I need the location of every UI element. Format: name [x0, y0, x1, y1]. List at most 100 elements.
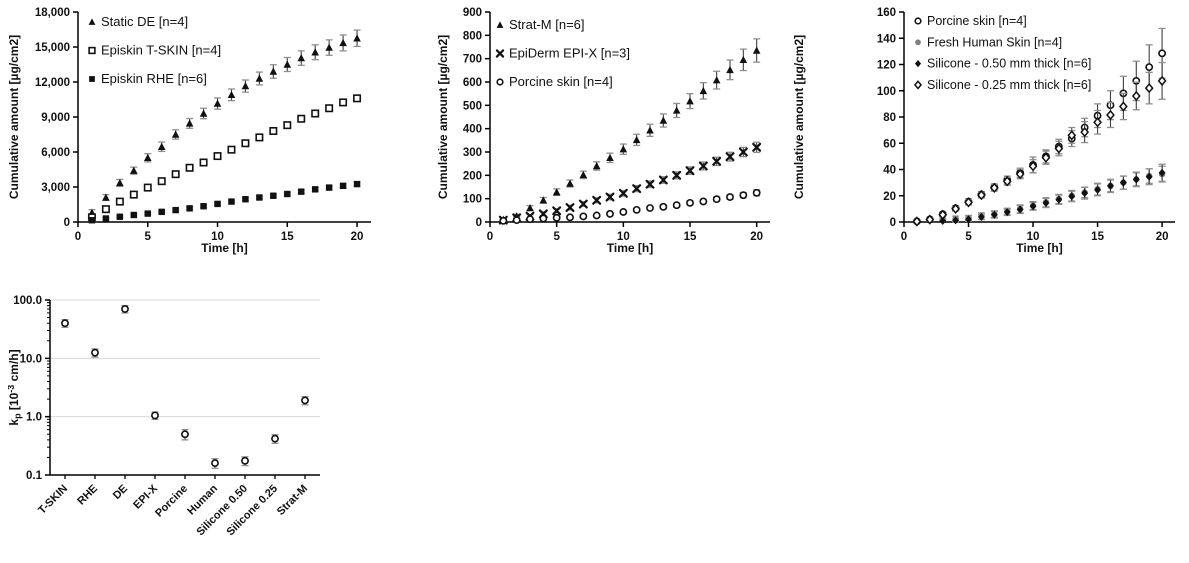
svg-text:60: 60	[883, 138, 896, 150]
svg-text:Porcine: Porcine	[153, 483, 190, 520]
svg-text:100: 100	[877, 86, 896, 98]
x-axis-ticks: 0 5 10 15 20	[487, 222, 763, 243]
y-axis-ticks: 0 3,000 6,000 9,000 12,000 15,000 18,000	[35, 7, 78, 229]
y-axis-ticks: 0 20 40 60 80 100 120 140 160	[877, 7, 904, 229]
svg-text:Time [h]: Time [h]	[201, 241, 247, 255]
svg-text:10.0: 10.0	[20, 353, 42, 365]
svg-text:500: 500	[463, 100, 482, 112]
svg-text:300: 300	[463, 147, 482, 159]
svg-text:0: 0	[890, 217, 896, 229]
svg-text:40: 40	[883, 165, 896, 177]
svg-text:80: 80	[883, 112, 896, 124]
chart-cumulative-stratm: 0 100 200 300 400 500 600 700 800 900 0 5 10 15 20 Time…	[392, 0, 784, 263]
svg-text:9,000: 9,000	[41, 112, 70, 124]
svg-text:10: 10	[1027, 231, 1040, 243]
svg-text:700: 700	[463, 54, 482, 66]
svg-text:100: 100	[463, 194, 482, 206]
svg-text:200: 200	[463, 170, 482, 182]
y-axis-title: Cumulative amount [µg/cm2]	[436, 35, 450, 199]
svg-text:140: 140	[877, 33, 896, 45]
y-axis-title: Cumulative amount [µg/cm2]	[7, 35, 21, 199]
series-kp	[61, 305, 309, 470]
svg-text:1.0: 1.0	[26, 412, 42, 424]
axes	[49, 300, 320, 476]
svg-text:10: 10	[211, 231, 224, 243]
y-axis-ticks: 0.1 1.0 10.0 100.0	[13, 295, 50, 482]
svg-text:Episkin RHE [n=6]: Episkin RHE [n=6]	[101, 71, 207, 86]
chart-cumulative-silicone: 0 20 40 60 80 100 120 140 160 0 5 10 15 20 Time [h] Cum…	[790, 0, 1189, 263]
svg-text:Strat-M [n=6]: Strat-M [n=6]	[509, 17, 585, 32]
svg-text:Silicone - 0.50 mm thick [n=6]: Silicone - 0.50 mm thick [n=6]	[927, 57, 1091, 71]
svg-text:120: 120	[877, 60, 896, 72]
svg-text:900: 900	[463, 7, 482, 19]
chart-svg-cumulative-silicone: 0 20 40 60 80 100 120 140 160 0 5 10 15 20 Time [h] Cum…	[792, 7, 1175, 255]
chart-svg-cumulative-stratm: 0 100 200 300 400 500 600 700 800 900 0 5 10 15 20 Time…	[436, 7, 770, 255]
svg-text:5: 5	[965, 231, 972, 243]
series-strat-m-[n=6]	[499, 38, 761, 223]
svg-text:EpiDerm EPI-X [n=3]: EpiDerm EPI-X [n=3]	[509, 46, 630, 61]
svg-text:15,000: 15,000	[35, 42, 70, 54]
svg-text:Time [h]: Time [h]	[607, 241, 653, 255]
svg-text:Fresh Human Skin [n=4]: Fresh Human Skin [n=4]	[927, 35, 1062, 49]
svg-text:Strat-M: Strat-M	[275, 483, 310, 518]
svg-text:15: 15	[684, 231, 697, 243]
series-epiderm-epi-x-[n=3]	[498, 141, 762, 225]
svg-text:0: 0	[487, 231, 493, 243]
svg-text:20: 20	[883, 191, 896, 203]
series-porcine-skin-[n=4]	[499, 188, 761, 225]
axes	[489, 12, 770, 223]
svg-text:DE: DE	[111, 483, 130, 502]
svg-text:6,000: 6,000	[41, 147, 70, 159]
series-static-de-[n=4]	[88, 29, 361, 217]
svg-text:600: 600	[463, 77, 482, 89]
svg-text:15: 15	[281, 231, 294, 243]
series-fresh-human-skin-[n=4]	[913, 165, 1166, 225]
svg-text:RHE: RHE	[75, 483, 100, 508]
x-axis-ticks: 0 5 10 15 20	[901, 222, 1169, 243]
gridlines	[50, 299, 320, 418]
legend: Static DE [n=4] Episkin T-SKIN [n=4] Episk…	[88, 14, 221, 86]
svg-text:15: 15	[1091, 231, 1104, 243]
series-episkin-rhe-[n=6]	[88, 180, 361, 224]
chart-kp-log: 0.1 1.0 10.0 100.0 T-SKIN RHE DE EPI-X Porcine Hu…	[6, 282, 340, 563]
svg-text:Static DE [n=4]: Static DE [n=4]	[101, 14, 188, 29]
svg-text:160: 160	[877, 7, 896, 19]
svg-text:Episkin T-SKIN [n=4]: Episkin T-SKIN [n=4]	[101, 43, 221, 58]
svg-text:0: 0	[64, 217, 70, 229]
svg-text:T-SKIN: T-SKIN	[36, 483, 70, 517]
svg-text:10: 10	[617, 231, 630, 243]
svg-text:20: 20	[351, 231, 364, 243]
svg-text:Porcine skin [n=4]: Porcine skin [n=4]	[509, 74, 613, 89]
svg-text:0.1: 0.1	[26, 470, 43, 482]
svg-text:0: 0	[75, 231, 81, 243]
y-axis-title: kp [10-3 cm/h]	[8, 349, 23, 425]
x-axis-ticks: 0 5 10 15 20	[75, 222, 364, 243]
series-silicone---0.50-mm-thick-[n=6]	[913, 163, 1166, 226]
y-axis-title: Cumulative amount [µg/cm2]	[792, 35, 806, 199]
svg-text:0: 0	[476, 217, 482, 229]
svg-text:Silicone - 0.25 mm thick [n=6]: Silicone - 0.25 mm thick [n=6]	[927, 78, 1091, 92]
series-silicone---0.25-mm-thick-[n=6]	[912, 61, 1167, 227]
chart-cumulative-episkin: 0 3,000 6,000 9,000 12,000 15,000 18,000 0 5 10 15…	[0, 0, 385, 263]
svg-text:5: 5	[553, 231, 560, 243]
svg-text:Porcine skin [n=4]: Porcine skin [n=4]	[927, 14, 1027, 28]
svg-text:800: 800	[463, 30, 482, 42]
y-axis-ticks: 0 100 200 300 400 500 600 700 800 900	[463, 7, 490, 229]
svg-text:20: 20	[750, 231, 763, 243]
svg-text:100.0: 100.0	[13, 295, 42, 307]
legend: Porcine skin [n=4] Fresh Human Skin [n=4]…	[913, 14, 1091, 92]
svg-text:400: 400	[463, 124, 482, 136]
svg-text:Time [h]: Time [h]	[1016, 241, 1062, 255]
svg-text:20: 20	[1156, 231, 1169, 243]
svg-text:18,000: 18,000	[35, 7, 70, 19]
svg-text:0: 0	[901, 231, 907, 243]
legend: Strat-M [n=6] EpiDerm EPI-X [n=3] Porcine …	[495, 17, 630, 89]
chart-svg-cumulative-episkin: 0 3,000 6,000 9,000 12,000 15,000 18,000 0 5 10 15…	[7, 7, 371, 255]
svg-text:3,000: 3,000	[41, 182, 70, 194]
svg-text:5: 5	[145, 231, 152, 243]
svg-text:12,000: 12,000	[35, 77, 70, 89]
series-episkin-t-skin-[n=4]	[87, 94, 362, 222]
